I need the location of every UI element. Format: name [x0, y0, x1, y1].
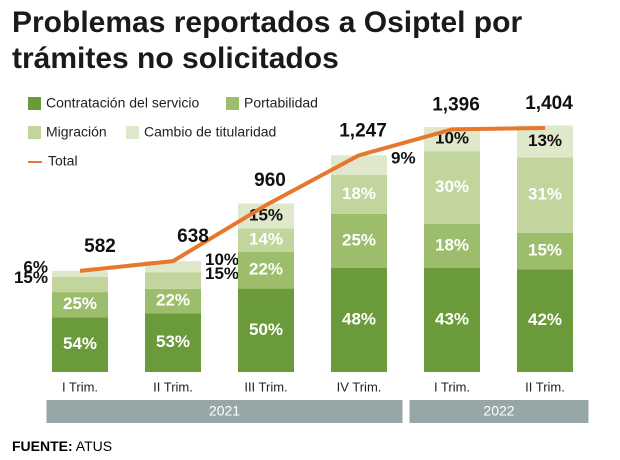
legend-label: Total — [48, 153, 78, 169]
x-tick-label: IV Trim. — [337, 379, 382, 394]
year-label: 2022 — [483, 403, 514, 419]
bar-segment — [424, 267, 480, 372]
bar-segment — [52, 292, 108, 318]
bar-segment — [52, 317, 108, 372]
x-tick-label: I Trim. — [62, 379, 98, 394]
bar-segment — [424, 151, 480, 225]
bar-segment — [517, 157, 573, 233]
legend-swatch — [226, 97, 239, 110]
data-label: 42% — [528, 310, 562, 329]
data-label: 54% — [63, 334, 97, 353]
x-tick-label: III Trim. — [244, 379, 287, 394]
x-tick-label: I Trim. — [434, 379, 470, 394]
bar-segment — [145, 272, 201, 289]
legend-label: Migración — [46, 124, 107, 140]
data-label: 10% — [205, 250, 239, 269]
data-label: 18% — [342, 184, 376, 203]
x-tick-label: II Trim. — [153, 379, 193, 394]
total-line — [79, 126, 546, 273]
bar-segment — [145, 261, 201, 273]
data-label: 48% — [342, 309, 376, 328]
source-label: FUENTE: — [12, 438, 73, 454]
bar-segment — [517, 269, 573, 372]
bar-segment — [238, 228, 294, 252]
data-label: 25% — [63, 294, 97, 313]
chart-title: trámites no solicitados — [12, 42, 339, 75]
bar-segment — [331, 267, 387, 372]
data-label: 25% — [342, 230, 376, 249]
bar-segment — [424, 224, 480, 268]
bar-segment — [517, 125, 573, 158]
data-label: 43% — [435, 309, 469, 328]
legend-label: Cambio de titularidad — [144, 124, 276, 140]
bar-segment — [52, 270, 108, 277]
year-label: 2021 — [209, 403, 240, 419]
year-band — [46, 400, 403, 423]
legend-swatch — [28, 126, 41, 139]
data-label: 15% — [205, 264, 239, 283]
year-band — [409, 400, 589, 423]
data-label: 22% — [156, 291, 190, 310]
legend-swatch — [126, 126, 139, 139]
source-text: ATUS — [76, 438, 112, 454]
data-label: 50% — [249, 320, 283, 339]
bar-segment — [238, 251, 294, 289]
bar-segment — [52, 276, 108, 293]
legend-label: Contratación del servicio — [46, 95, 200, 111]
legend-swatch — [28, 97, 41, 110]
data-label: 53% — [156, 332, 190, 351]
bar-segment — [238, 288, 294, 372]
data-label: 14% — [249, 230, 283, 249]
data-label: 9% — [391, 149, 416, 168]
x-tick-label: II Trim. — [525, 379, 565, 394]
bar-segment — [145, 313, 201, 372]
total-label: 1,247 — [339, 120, 387, 141]
total-label: 1,404 — [525, 93, 573, 114]
bar-segment — [145, 288, 201, 314]
total-label: 960 — [254, 170, 286, 191]
bar-segment — [331, 213, 387, 268]
bar-segment — [331, 155, 387, 175]
data-label: 6% — [23, 257, 48, 276]
data-label: 30% — [435, 177, 469, 196]
data-label: 18% — [435, 235, 469, 254]
data-label: 15% — [249, 205, 283, 224]
data-label: 15% — [14, 268, 48, 287]
total-label: 638 — [177, 226, 209, 247]
data-label: 15% — [528, 241, 562, 260]
chart-title: Problemas reportados a Osiptel por — [12, 6, 522, 39]
data-label: 13% — [528, 131, 562, 150]
legend-label: Portabilidad — [244, 95, 318, 111]
data-label: 31% — [528, 185, 562, 204]
total-label: 582 — [84, 236, 116, 257]
total-label: 1,396 — [432, 94, 480, 115]
source: FUENTE: ATUS — [12, 438, 112, 454]
bar-segment — [517, 232, 573, 270]
bar-segment — [331, 174, 387, 214]
data-label: 22% — [249, 260, 283, 279]
